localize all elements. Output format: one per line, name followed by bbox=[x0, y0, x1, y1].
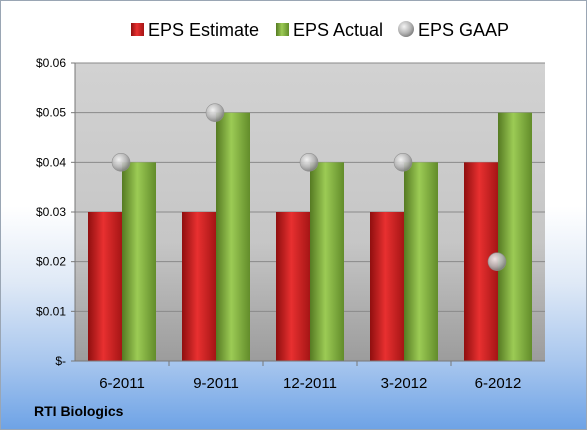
x-tick-label: 12-2011 bbox=[283, 375, 337, 392]
bar-estimate bbox=[88, 212, 122, 361]
gaap-marker bbox=[487, 252, 507, 271]
gaap-marker bbox=[205, 103, 225, 122]
y-tick-label: $0.01 bbox=[36, 304, 66, 318]
legend: EPS Estimate EPS Actual EPS GAAP bbox=[131, 20, 509, 40]
bar-estimate bbox=[182, 212, 216, 361]
y-tick-label: $0.05 bbox=[36, 106, 66, 120]
x-tick-label: 6-2011 bbox=[99, 375, 145, 392]
gaap-marker bbox=[111, 153, 131, 172]
legend-swatch-actual bbox=[276, 23, 289, 36]
legend-label-gaap: EPS GAAP bbox=[418, 20, 509, 40]
y-axis: $- $0.01 $0.02 $0.03 $0.04 $0.05 $0.06 bbox=[36, 56, 76, 368]
y-tick-label: $0.06 bbox=[36, 56, 66, 70]
bars bbox=[88, 112, 532, 362]
gaap-marker bbox=[393, 153, 413, 172]
bar-actual bbox=[216, 112, 250, 362]
legend-label-actual: EPS Actual bbox=[293, 20, 383, 40]
y-tick-label: $0.02 bbox=[36, 255, 66, 269]
bar-actual bbox=[310, 162, 344, 361]
x-tick-label: 6-2012 bbox=[475, 375, 522, 392]
x-tick-label: 9-2011 bbox=[193, 375, 239, 392]
bar-estimate bbox=[276, 212, 310, 361]
gaap-markers bbox=[111, 103, 507, 271]
gaap-marker bbox=[299, 153, 319, 172]
bar-actual bbox=[404, 162, 438, 361]
y-tick-label: $- bbox=[55, 354, 66, 368]
bar-actual bbox=[122, 162, 156, 361]
legend-marker-gaap bbox=[398, 21, 414, 37]
bar-estimate bbox=[370, 212, 404, 361]
legend-label-estimate: EPS Estimate bbox=[148, 20, 259, 40]
y-tick-label: $0.03 bbox=[36, 205, 66, 219]
y-tick-label: $0.04 bbox=[36, 155, 66, 169]
bar-actual bbox=[498, 112, 532, 362]
legend-swatch-estimate bbox=[131, 23, 144, 36]
x-tick-label: 3-2012 bbox=[381, 375, 428, 392]
company-label: RTI Biologics bbox=[34, 403, 124, 419]
x-axis: 6-2011 9-2011 12-2011 3-2012 6-2012 bbox=[75, 360, 545, 392]
